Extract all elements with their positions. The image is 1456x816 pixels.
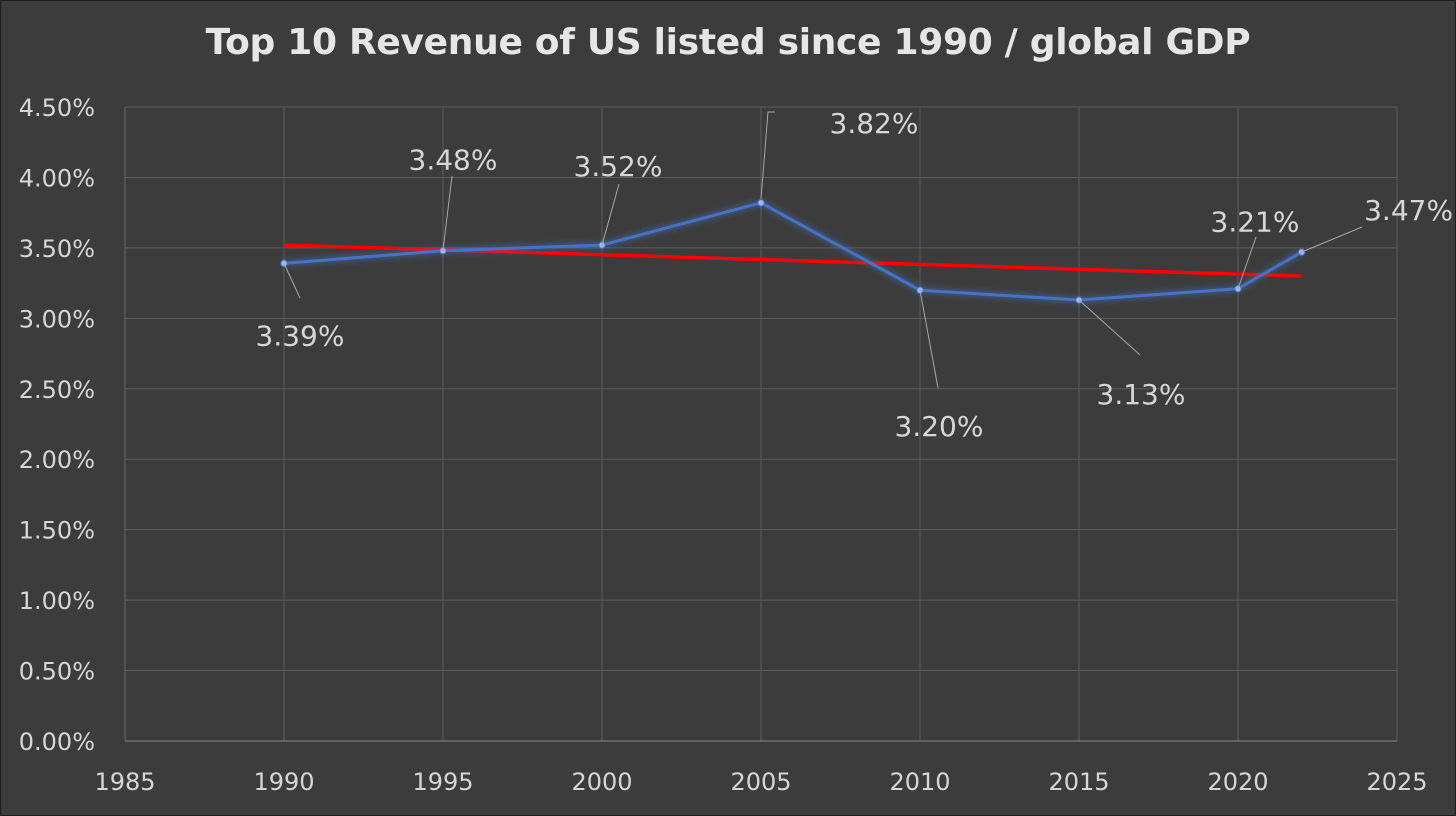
y-tick-label: 2.00% <box>19 446 95 474</box>
x-tick-label: 2000 <box>571 768 632 796</box>
x-tick-label: 2020 <box>1207 768 1268 796</box>
chart-title: Top 10 Revenue of US listed since 1990 /… <box>205 22 1251 63</box>
x-tick-label: 2010 <box>889 768 950 796</box>
data-labels: 3.39% 3.48% 3.52% 3.82% 3.20% 3.13% 3.21% 3.47% <box>256 107 1454 443</box>
leader-line <box>1301 226 1363 253</box>
x-tick-label: 2025 <box>1366 768 1427 796</box>
leader-line <box>919 290 939 389</box>
leader-line <box>442 175 453 251</box>
axes: 0.00% 0.50% 1.00% 1.50% 2.00% 2.50% 3.00% 3.50%… <box>19 94 1428 796</box>
x-tick-label: 2015 <box>1048 768 1109 796</box>
y-tick-label: 3.00% <box>19 305 95 333</box>
leader-line <box>760 111 775 199</box>
data-label: 3.48% <box>409 144 498 177</box>
y-tick-label: 4.00% <box>19 164 95 192</box>
data-label: 3.82% <box>830 107 919 140</box>
x-tick-label: 1985 <box>94 768 155 796</box>
y-tick-label: 4.50% <box>19 94 95 122</box>
y-tick-label: 1.00% <box>19 587 95 615</box>
data-label: 3.47% <box>1364 194 1453 227</box>
x-tick-label: 2005 <box>730 768 791 796</box>
data-label: 3.21% <box>1211 206 1300 239</box>
x-tick-label: 1990 <box>253 768 314 796</box>
y-tick-label: 2.50% <box>19 376 95 404</box>
leader-line <box>283 263 301 299</box>
data-point <box>757 199 765 207</box>
leader-line <box>1078 299 1141 356</box>
data-label: 3.13% <box>1097 378 1186 411</box>
data-label: 3.39% <box>256 319 345 352</box>
series-line <box>283 201 1303 302</box>
data-label: 3.20% <box>895 410 984 443</box>
leader-line <box>601 183 620 246</box>
y-tick-label: 0.50% <box>19 658 95 686</box>
y-tick-label: 3.50% <box>19 235 95 263</box>
x-tick-label: 1995 <box>412 768 473 796</box>
data-label: 3.52% <box>574 150 663 183</box>
y-tick-label: 0.00% <box>19 728 95 756</box>
leader-line <box>1237 236 1257 289</box>
y-tick-label: 1.50% <box>19 517 95 545</box>
series-group <box>280 199 1306 304</box>
